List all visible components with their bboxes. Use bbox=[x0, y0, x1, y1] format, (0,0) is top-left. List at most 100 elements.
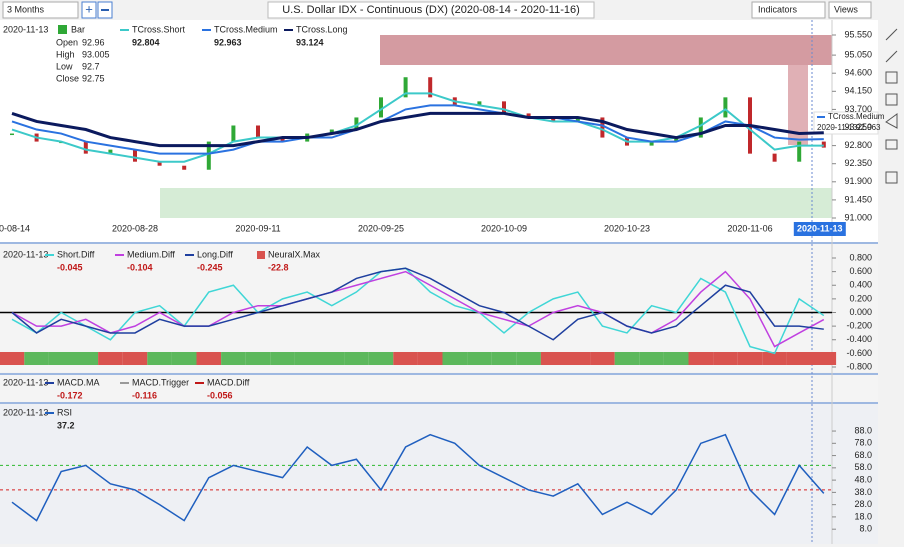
y-tick-label: 0.200 bbox=[849, 293, 872, 303]
indicators-dropdown[interactable] bbox=[751, 1, 826, 19]
y-tick-label: 68.0 bbox=[854, 450, 872, 460]
legend-value: -0.172 bbox=[57, 390, 83, 400]
candle bbox=[10, 133, 14, 136]
legend-value: 93.124 bbox=[296, 37, 324, 47]
zoom-in[interactable] bbox=[81, 1, 97, 19]
low-label: Low bbox=[56, 61, 73, 71]
candle bbox=[428, 77, 433, 98]
legend-name: Long.Diff bbox=[197, 249, 233, 259]
series-line bbox=[11, 92, 824, 163]
title-box bbox=[267, 1, 595, 19]
neural-cell bbox=[344, 352, 369, 365]
series-line bbox=[11, 111, 824, 148]
x-tick-label: 20-08-14 bbox=[0, 223, 30, 233]
rect-tool[interactable] bbox=[885, 71, 898, 84]
legend-name: Short.Diff bbox=[57, 249, 95, 259]
x-tick-label: 2020-10-09 bbox=[481, 223, 527, 233]
candle bbox=[231, 125, 236, 142]
legend-value: 37.2 bbox=[57, 420, 75, 430]
macd-date: 2020-11-13 bbox=[3, 377, 48, 387]
y-tick-label: -0.200 bbox=[846, 321, 872, 331]
arrow-tool[interactable] bbox=[885, 113, 898, 129]
y-tick-label: 91.900 bbox=[844, 176, 872, 186]
legend-value: -0.104 bbox=[127, 262, 153, 272]
text-tool[interactable] bbox=[885, 139, 898, 150]
open-label: Open bbox=[56, 37, 78, 47]
diff-date: 2020-11-13 bbox=[3, 249, 48, 259]
candle bbox=[674, 137, 679, 142]
legend-name: MACD.Trigger bbox=[132, 377, 189, 387]
legend-value: -0.045 bbox=[57, 262, 83, 272]
x-tick-label: 2020-08-28 bbox=[112, 223, 158, 233]
neural-cell bbox=[491, 352, 517, 365]
candle bbox=[157, 161, 162, 166]
neural-cell bbox=[319, 352, 345, 365]
series-line bbox=[11, 267, 824, 341]
y-tick-label: 92.350 bbox=[844, 158, 872, 168]
neural-cell bbox=[48, 352, 74, 365]
legend-value: -0.245 bbox=[197, 262, 223, 272]
neural-cell bbox=[737, 352, 763, 365]
neural-cell bbox=[713, 352, 738, 365]
neural-cell bbox=[196, 352, 222, 365]
neural-cell bbox=[245, 352, 271, 365]
y-tick-label: -0.800 bbox=[846, 361, 872, 371]
legend-value: 92.963 bbox=[214, 37, 242, 47]
line-tool[interactable] bbox=[885, 28, 898, 41]
neural-cell bbox=[73, 352, 99, 365]
resistance-zone bbox=[380, 35, 832, 65]
low-value: 92.7 bbox=[82, 61, 100, 71]
legend-value: -0.116 bbox=[132, 390, 157, 400]
neural-cell bbox=[565, 352, 591, 365]
candle bbox=[182, 165, 187, 170]
candle bbox=[551, 117, 556, 122]
neural-cell bbox=[811, 352, 837, 365]
y-tick-label: 91.450 bbox=[844, 194, 872, 204]
neural-cell bbox=[122, 352, 148, 365]
candle bbox=[403, 77, 408, 98]
resistance-tail bbox=[788, 65, 808, 145]
y-tick-label: 93.250 bbox=[844, 122, 872, 132]
y-tick-label: 78.0 bbox=[854, 438, 872, 448]
x-tick-label: 2020-11-06 bbox=[727, 223, 772, 233]
y-tick-label: 0.000 bbox=[849, 307, 872, 317]
range-dropdown[interactable] bbox=[2, 1, 79, 19]
candle bbox=[379, 97, 383, 118]
y-tick-label: 92.800 bbox=[844, 140, 872, 150]
neural-cell bbox=[417, 352, 443, 365]
ray-tool[interactable] bbox=[885, 50, 898, 63]
candle bbox=[256, 125, 260, 138]
bar-legend: Bar bbox=[71, 24, 85, 34]
legend-name: NeuralX.Max bbox=[268, 249, 321, 259]
candle bbox=[502, 101, 506, 114]
legend-value: 92.804 bbox=[132, 37, 160, 47]
candle bbox=[133, 149, 137, 162]
legend-name: MACD.Diff bbox=[207, 377, 250, 387]
neural-cell bbox=[688, 352, 714, 365]
fib-tool[interactable] bbox=[885, 93, 898, 106]
legend-value: -22.8 bbox=[268, 262, 289, 272]
high-value: 93.005 bbox=[82, 49, 110, 59]
candle bbox=[206, 141, 211, 170]
neural-cell bbox=[393, 352, 418, 365]
rsi-date: 2020-11-13 bbox=[3, 407, 48, 417]
tools bbox=[885, 28, 898, 184]
x-tick-label: 2020-11-13 bbox=[797, 223, 843, 233]
legend-name: TCross.Medium bbox=[214, 24, 278, 34]
legend-value: -0.056 bbox=[207, 390, 233, 400]
neural-cell bbox=[147, 352, 172, 365]
legend-name: RSI bbox=[57, 407, 72, 417]
candle bbox=[575, 117, 580, 122]
neural-cell bbox=[442, 352, 468, 365]
y-tick-label: 0.600 bbox=[849, 266, 872, 276]
macd-panel bbox=[0, 375, 878, 402]
close-value: 92.75 bbox=[82, 73, 105, 83]
x-tick-label: 2020-09-11 bbox=[235, 223, 280, 233]
comment-tool[interactable] bbox=[885, 171, 898, 184]
y-tick-label: 0.400 bbox=[849, 280, 872, 290]
y-tick-label: 93.700 bbox=[844, 104, 872, 114]
views-dropdown[interactable] bbox=[828, 1, 872, 19]
open-value: 92.96 bbox=[82, 37, 105, 47]
date-highlight bbox=[793, 222, 846, 236]
